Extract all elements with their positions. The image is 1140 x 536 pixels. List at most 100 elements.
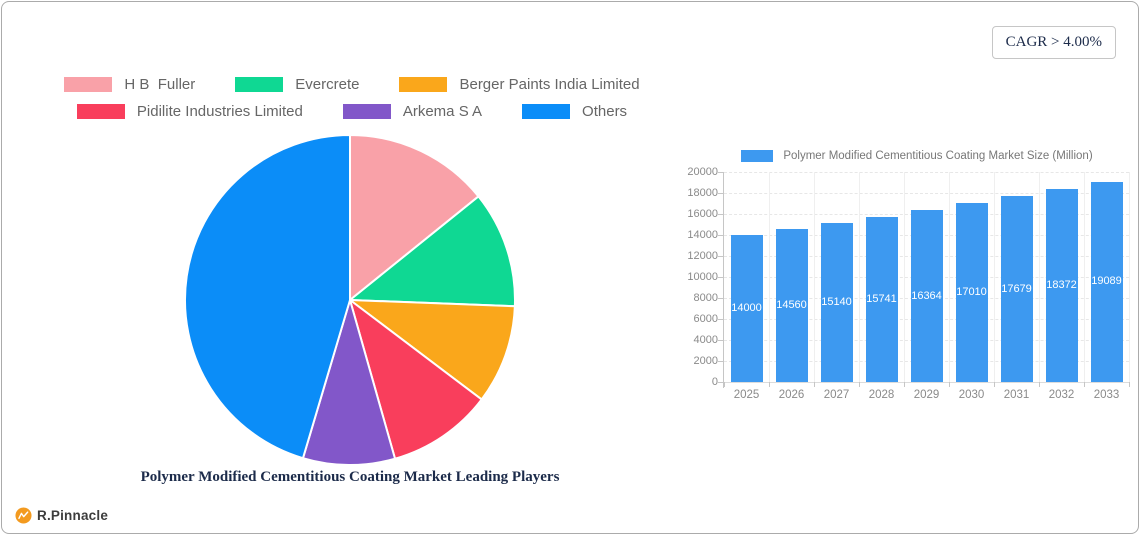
pie-slice-evercrete [349,195,516,308]
legend-item-others[interactable]: Others [522,103,627,120]
gridline [724,382,1129,383]
cagr-badge-text: CAGR > 4.00% [1005,34,1102,50]
y-tick [718,382,724,383]
legend-swatch [64,77,113,92]
legend-item-berger-paints-india-limited[interactable]: Berger Paints India Limited [399,76,640,93]
y-axis-label: 14000 [687,229,718,241]
legend-swatch [522,104,571,119]
bar-legend[interactable]: Polymer Modified Cementitious Coating Ma… [702,150,1132,162]
pie-slice-arkema-s-a [301,299,397,466]
y-tick [718,319,724,320]
brand-logo: R.Pinnacle [15,507,108,524]
x-axis-label: 2030 [958,389,985,401]
bar-2026 [775,229,808,382]
legend-label: Arkema S A [402,103,483,120]
bar-legend-swatch [741,150,774,162]
y-tick [718,298,724,299]
legend-label: Berger Paints India Limited [459,76,640,93]
x-axis-label: 2031 [1003,389,1030,401]
x-tick [1084,382,1085,387]
y-axis-label: 8000 [693,292,718,304]
bar-value-label: 18372 [1046,279,1077,292]
legend-swatch [76,104,125,119]
gridline [724,193,1129,194]
bar-legend-label: Polymer Modified Cementitious Coating Ma… [783,150,1093,162]
legend-swatch [399,77,448,92]
y-tick [718,193,724,194]
gridline-vertical [769,172,770,382]
pie-slice-berger-paints-india-limited [349,299,516,401]
bar-value-label: 17010 [956,286,987,299]
legend-item-h-b-fuller[interactable]: H B Fuller [64,76,195,93]
y-axis-label: 16000 [687,208,718,220]
y-axis-label: 4000 [693,334,718,346]
x-tick [1039,382,1040,387]
legend-label: H B Fuller [124,76,196,93]
bar-value-label: 19089 [1091,275,1122,288]
gridline-vertical [994,172,995,382]
legend-label: Pidilite Industries Limited [136,103,303,120]
y-tick [718,235,724,236]
pinnacle-logo-icon [15,507,32,524]
gridline-vertical [904,172,905,382]
y-tick [718,277,724,278]
legend-swatch [342,104,391,119]
legend-item-arkema-s-a[interactable]: Arkema S A [342,103,483,120]
x-axis-label: 2027 [823,389,850,401]
x-tick [994,382,995,387]
bar-value-label: 14560 [776,299,807,312]
bar-2027 [820,223,853,382]
gridline-vertical [1084,172,1085,382]
x-axis-label: 2032 [1048,389,1075,401]
y-axis-label: 0 [711,376,718,388]
pie-slice-h-b-fuller [349,134,480,301]
gridline-vertical [949,172,950,382]
bar-2031 [1000,196,1033,382]
pie-legend: H B Fuller Evercrete Berger Paints India L… [52,76,652,120]
x-axis-label: 2026 [778,389,805,401]
y-tick [718,361,724,362]
bar-2029 [910,210,943,382]
y-tick [718,256,724,257]
legend-label: Evercrete [295,76,360,93]
gridline-vertical [1039,172,1040,382]
pie-chart-title: Polymer Modified Cementitious Coating Ma… [140,469,560,485]
legend-swatch [235,77,284,92]
gridline [724,172,1129,173]
x-tick [949,382,950,387]
bar-2030 [955,203,988,382]
legend-item-evercrete[interactable]: Evercrete [235,76,359,93]
pie-chart [184,134,516,466]
bar-2033 [1090,181,1123,382]
x-tick [769,382,770,387]
legend-item-pidilite-industries-limited[interactable]: Pidilite Industries Limited [76,103,303,120]
x-tick [904,382,905,387]
bar-value-label: 16364 [911,289,942,302]
y-tick [718,340,724,341]
y-axis-label: 12000 [687,250,718,262]
pie-slice-others [184,134,351,460]
x-tick [1129,382,1130,387]
x-tick [814,382,815,387]
x-tick [724,382,725,387]
x-axis-label: 2033 [1093,389,1120,401]
y-tick [718,214,724,215]
bar-2028 [865,216,898,382]
x-axis-label: 2025 [733,389,760,401]
y-axis-label: 18000 [687,187,718,199]
x-tick [859,382,860,387]
bar-value-label: 17679 [1001,282,1032,295]
bar-value-label: 15140 [821,296,852,308]
bar-value-label: 15741 [866,292,897,305]
bar-chart: 0 2000 4000 6000 8000 10000 12000 14000 16000 180… [687,166,1130,401]
y-axis-label: 20000 [687,166,718,178]
y-axis-line [723,172,724,388]
bar-2032 [1045,189,1078,382]
y-tick [718,172,724,173]
pie-slice-pidilite-industries-limited [349,299,483,460]
gridline-vertical [859,172,860,382]
y-axis-label: 6000 [693,313,718,325]
legend-label: Others [582,103,628,120]
bar-value-label: 14000 [731,302,762,314]
